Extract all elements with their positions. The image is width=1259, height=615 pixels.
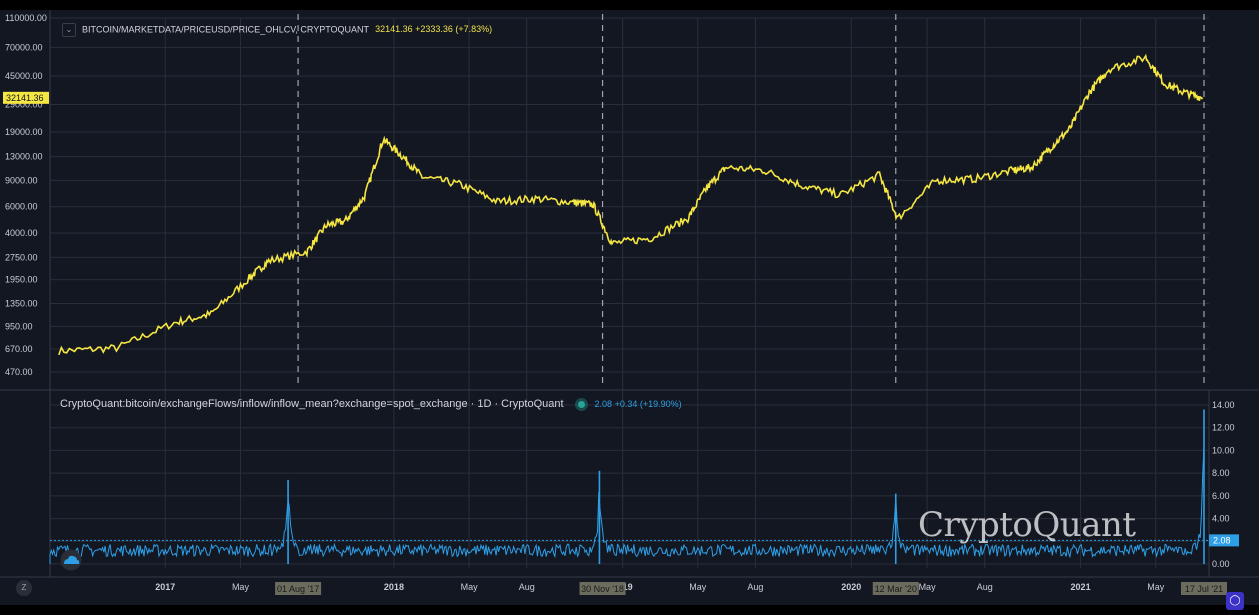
- inflow-series: [49, 409, 1205, 564]
- price-tick-label: 2750.00: [5, 252, 38, 262]
- bottom-edge: [0, 605, 1259, 615]
- price-tick-label: 950.00: [5, 321, 33, 331]
- inflow-legend[interactable]: CryptoQuant:bitcoin/exchangeFlows/inflow…: [60, 398, 682, 410]
- time-tick-label: May: [689, 582, 707, 592]
- cloud-logo-icon[interactable]: [58, 549, 84, 571]
- inflow-symbol: CryptoQuant:bitcoin/exchangeFlows/inflow…: [60, 398, 564, 410]
- time-tick-label: Aug: [747, 582, 763, 592]
- price-tick-label: 670.00: [5, 344, 33, 354]
- price-last-value-box: [3, 91, 49, 104]
- time-tick-label: May: [919, 582, 937, 592]
- price-tick-label: 6000.00: [5, 202, 38, 212]
- flow-tick-label: 14.00: [1212, 400, 1235, 410]
- price-value: 32141.36 +2333.36 (+7.83%): [375, 24, 493, 35]
- z-button[interactable]: Z: [16, 580, 32, 596]
- time-tick-label: May: [232, 582, 250, 592]
- price-legend[interactable]: ⌄ BITCOIN/MARKETDATA/PRICEUSD/PRICE_OHLCV…: [62, 23, 492, 37]
- flow-last-value-box: [1209, 534, 1239, 547]
- flow-tick-label: 12.00: [1212, 423, 1235, 433]
- last-value-labels: 32141.36 2.08: [3, 91, 1239, 547]
- marker-label: 01 Aug '17: [277, 584, 319, 594]
- flow-tick-label: 0.00: [1212, 559, 1230, 569]
- price-tick-label: 70000.00: [5, 42, 43, 52]
- price-last-value: 32141.36: [6, 93, 44, 103]
- price-axis: 110000.00 70000.00 45000.00 29000.00 19000.0…: [5, 13, 47, 377]
- inflow-value: 2.08 +0.34 (+19.90%): [594, 399, 682, 409]
- flow-tick-label: 4.00: [1212, 514, 1230, 524]
- time-tick-label: 2020: [841, 582, 861, 592]
- marker-label-box: [579, 582, 626, 595]
- time-tick-label: May: [1147, 582, 1165, 592]
- price-tick-label: 1950.00: [5, 275, 38, 285]
- time-tick-label: Aug: [977, 582, 993, 592]
- chevron-down-icon[interactable]: ⌄: [62, 23, 76, 37]
- price-tick-label: 29000.00: [5, 100, 43, 110]
- flow-last-value: 2.08: [1213, 535, 1231, 545]
- price-tick-label: 19000.00: [5, 127, 43, 137]
- status-dot-icon: [577, 400, 585, 408]
- flow-tick-label: 6.00: [1212, 491, 1230, 501]
- price-tick-label: 1350.00: [5, 299, 38, 309]
- marker-label: 12 Mar '20: [875, 584, 917, 594]
- time-axis: 2017May2018MayAug2019MayAug2020MayAug202…: [155, 582, 1227, 595]
- marker-label-box: [1180, 582, 1227, 595]
- price-tick-label: 110000.00: [5, 13, 47, 23]
- marker-label: 30 Nov '18: [581, 584, 624, 594]
- time-tick-label: May: [461, 582, 479, 592]
- marker-label-box: [275, 582, 322, 595]
- price-tick-label: 4000.00: [5, 228, 38, 238]
- price-tick-label: 9000.00: [5, 175, 38, 185]
- grid-lines: [0, 10, 1259, 578]
- top-edge: [0, 0, 1259, 10]
- inflow-line: [49, 444, 1205, 564]
- price-tick-label: 470.00: [5, 367, 33, 377]
- price-symbol: BITCOIN/MARKETDATA/PRICEUSD/PRICE_OHLCV,…: [82, 24, 370, 35]
- price-series-line: [58, 53, 1204, 356]
- marker-label: 17 Jul '21: [1185, 584, 1223, 594]
- price-tick-label: 13000.00: [5, 152, 43, 162]
- chart-frame: [0, 10, 1259, 610]
- chat-icon[interactable]: ◯: [1226, 592, 1244, 610]
- watermark: CryptoQuant: [918, 505, 1136, 545]
- marker-label-box: [872, 582, 919, 595]
- price-tick-label: 45000.00: [5, 71, 43, 81]
- flow-tick-label: 10.00: [1212, 445, 1235, 455]
- flow-tick-label: 8.00: [1212, 468, 1230, 478]
- time-tick-label: 2017: [155, 582, 175, 592]
- time-tick-label: Aug: [519, 582, 535, 592]
- date-marker-lines: [297, 14, 1205, 388]
- time-tick-label: 2018: [384, 582, 404, 592]
- time-tick-label: 2021: [1071, 582, 1091, 592]
